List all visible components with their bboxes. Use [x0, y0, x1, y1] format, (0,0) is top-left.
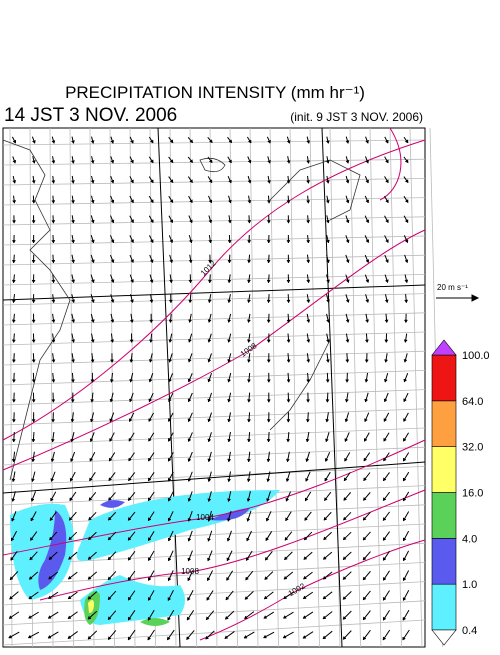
- colorbar-segment: [432, 584, 456, 630]
- wind-reference-label: 20 m s⁻¹: [437, 283, 468, 292]
- colorbar-label: 32.0: [462, 442, 483, 454]
- wind-reference-arrow: [436, 295, 478, 301]
- colorbar-label: 1.0: [462, 579, 477, 591]
- colorbar: 0.4 1.0 4.0 16.0 32.0 64.0 100.0: [432, 340, 490, 645]
- colorbar-label: 0.4: [462, 625, 477, 637]
- colorbar-label: 100.0: [462, 350, 490, 362]
- colorbar-label: 4.0: [462, 533, 477, 545]
- colorbar-segment: [432, 493, 456, 539]
- colorbar-segment: [432, 401, 456, 447]
- valid-time: 14 JST 3 NOV. 2006: [4, 105, 177, 126]
- init-time: (init. 9 JST 3 NOV. 2006): [290, 110, 423, 124]
- colorbar-segment: [432, 355, 456, 401]
- map: 1012 1008 1004 1008 1002: [3, 128, 443, 647]
- colorbar-label: 64.0: [462, 396, 483, 408]
- colorbar-label: 16.0: [462, 488, 483, 500]
- isobar-label: 1008: [181, 567, 199, 576]
- isobar-label: 1004: [196, 513, 214, 522]
- colorbar-segment: [432, 447, 456, 493]
- title: PRECIPITATION INTENSITY (mm hr⁻¹): [65, 83, 365, 102]
- colorbar-under: [432, 630, 456, 645]
- colorbar-segment: [432, 538, 456, 584]
